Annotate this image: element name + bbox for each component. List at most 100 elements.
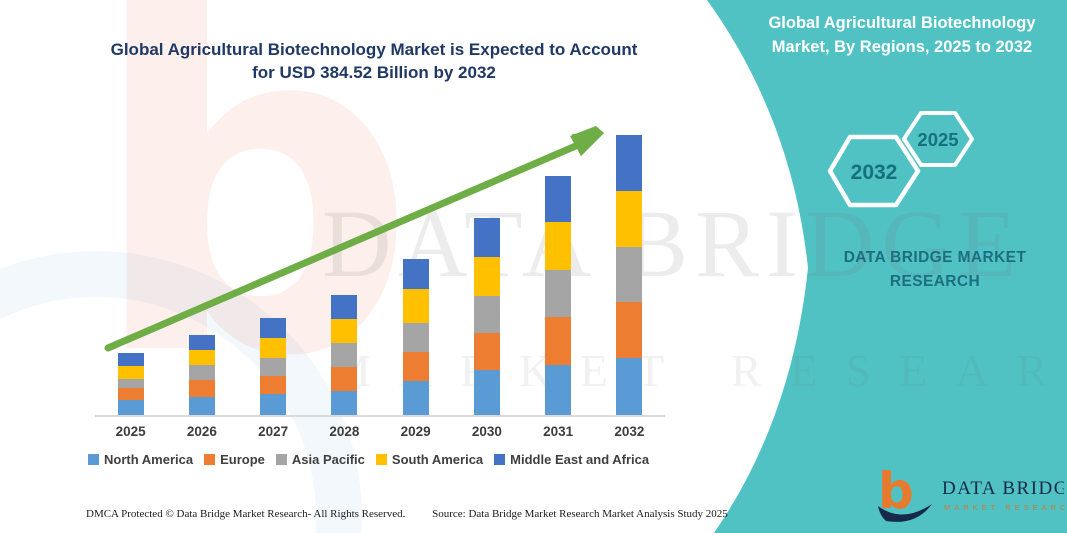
teal-side-panel	[707, 0, 1067, 533]
bar-column-2027	[238, 120, 309, 415]
footer: DMCA Protected © Data Bridge Market Rese…	[86, 508, 728, 520]
watermark-marketresearch-text: MARKET RESEARCH	[330, 345, 1067, 396]
brand-text-line2: RESEARCH	[889, 273, 981, 291]
bar-column-2025	[95, 120, 166, 415]
bar-segment-asia-pacific	[117, 379, 144, 388]
legend-swatch-middle-east-and-africa	[494, 454, 506, 465]
bar-segment-south-america	[545, 222, 572, 270]
hexagon-2032	[827, 134, 921, 208]
bar-stack-2030	[473, 218, 500, 415]
bar-segment-middle-east-and-africa	[402, 259, 429, 289]
bar-stack-2027	[260, 318, 287, 415]
x-axis-label-2032: 2032	[614, 424, 645, 439]
bar-segment-asia-pacific	[188, 365, 215, 380]
bar-column-2030	[451, 120, 522, 415]
footer-source: Source: Data Bridge Market Research Mark…	[432, 508, 728, 520]
bar-stack-2032	[616, 135, 643, 415]
x-axis-label-2026: 2026	[186, 424, 217, 439]
bar-segment-south-america	[331, 319, 358, 343]
bar-segment-middle-east-and-africa	[260, 318, 287, 338]
legend-label-europe: Europe	[220, 452, 265, 467]
bar-segment-europe	[331, 367, 358, 391]
x-axis-label-2031: 2031	[543, 424, 574, 439]
bar-segment-asia-pacific	[545, 270, 572, 317]
logo-name: DATA BRIDGE	[942, 478, 1064, 499]
bar-segment-north-america	[260, 394, 287, 415]
bar-segment-north-america	[616, 358, 643, 415]
bar-segment-middle-east-and-africa	[473, 218, 500, 257]
logo-swoosh	[878, 504, 932, 522]
bar-stack-2026	[188, 335, 215, 415]
year-hexagons: 2032 2025	[827, 111, 974, 208]
legend-swatch-north-america	[88, 454, 99, 465]
panel-title: Global Agricultural Biotechnology Market…	[756, 12, 1048, 60]
bar-segment-europe	[260, 376, 287, 394]
bar-segment-north-america	[188, 397, 215, 415]
bar-segment-south-america	[260, 338, 287, 358]
bar-segment-middle-east-and-africa	[616, 135, 643, 191]
bar-segment-north-america	[117, 400, 144, 415]
legend-item-europe: Europe	[204, 452, 265, 467]
x-axis-labels: 2025 2026 2027 2028 2029 2030 2031 2032	[95, 424, 665, 439]
legend-swatch-asia-pacific	[275, 454, 287, 465]
bar-column-2032	[594, 120, 665, 415]
bar-segment-middle-east-and-africa	[188, 335, 215, 350]
legend-label-asia-pacific: Asia Pacific	[291, 452, 365, 467]
panel-title-line1: Global Agricultural Biotechnology	[768, 14, 1036, 32]
bar-stack-2031	[545, 176, 572, 415]
legend-item-asia-pacific: Asia Pacific	[275, 452, 365, 467]
legend-label-south-america: South America	[391, 452, 484, 467]
bar-segment-south-america	[402, 289, 429, 323]
bar-segment-europe	[473, 333, 500, 370]
legend: North America Europe Asia Pacific South Ame…	[88, 452, 678, 467]
x-axis-label-2029: 2029	[400, 424, 431, 439]
bar-segment-north-america	[331, 391, 358, 415]
stacked-bar-plot	[95, 120, 665, 417]
bar-column-2028	[309, 120, 380, 415]
legend-item-middle-east-and-africa: Middle East and Africa	[494, 452, 649, 467]
bar-column-2031	[523, 120, 594, 415]
bar-segment-south-america	[473, 257, 500, 296]
bar-stack-2028	[331, 295, 358, 415]
bar-segment-europe	[402, 352, 429, 381]
x-axis-label-2028: 2028	[329, 424, 360, 439]
bar-segment-europe	[616, 302, 643, 358]
bar-segment-middle-east-and-africa	[117, 353, 144, 366]
bar-segment-asia-pacific	[616, 247, 643, 302]
bar-segment-asia-pacific	[331, 343, 358, 367]
bar-segment-europe	[117, 388, 144, 400]
x-axis-label-2030: 2030	[471, 424, 502, 439]
brand-text: DATA BRIDGE MARKET RESEARCH	[828, 246, 1042, 294]
chart-title-line2: for USD 384.52 Billion by 2032	[252, 63, 496, 83]
bar-segment-asia-pacific	[260, 358, 287, 376]
x-axis-label-2027: 2027	[258, 424, 289, 439]
bar-segment-asia-pacific	[402, 323, 429, 352]
legend-item-south-america: South America	[375, 452, 484, 467]
bar-segment-south-america	[616, 191, 643, 247]
bar-segment-asia-pacific	[473, 296, 500, 333]
chart-title-line1: Global Agricultural Biotechnology Market…	[110, 40, 638, 59]
legend-swatch-south-america	[375, 454, 387, 465]
legend-item-north-america: North America	[88, 452, 193, 467]
brand-text-line1: DATA BRIDGE MARKET	[843, 249, 1027, 266]
bar-segment-europe	[188, 380, 215, 397]
hexagon-2032-label: 2032	[851, 161, 898, 184]
x-axis-label-2025: 2025	[115, 424, 146, 439]
bar-segment-europe	[545, 317, 572, 365]
bar-segment-middle-east-and-africa	[331, 295, 358, 319]
panel-title-line2: Market, By Regions, 2025 to 2032	[771, 37, 1033, 56]
bar-column-2026	[166, 120, 237, 415]
chart-title: Global Agricultural Biotechnology Market…	[88, 38, 660, 85]
databridge-logo: b DATA BRIDGE MARKET RESEARCH	[878, 464, 1064, 522]
bar-stack-2025	[117, 353, 144, 415]
legend-label-middle-east-and-africa: Middle East and Africa	[510, 452, 650, 467]
trend-arrow	[104, 126, 604, 352]
bar-segment-middle-east-and-africa	[545, 176, 572, 222]
bar-segment-north-america	[545, 365, 572, 415]
bar-segment-south-america	[117, 366, 144, 379]
hexagon-2025-label: 2025	[917, 129, 958, 150]
footer-dmca: DMCA Protected © Data Bridge Market Rese…	[86, 508, 406, 520]
hexagon-2025	[902, 111, 974, 167]
bar-segment-north-america	[473, 370, 500, 415]
